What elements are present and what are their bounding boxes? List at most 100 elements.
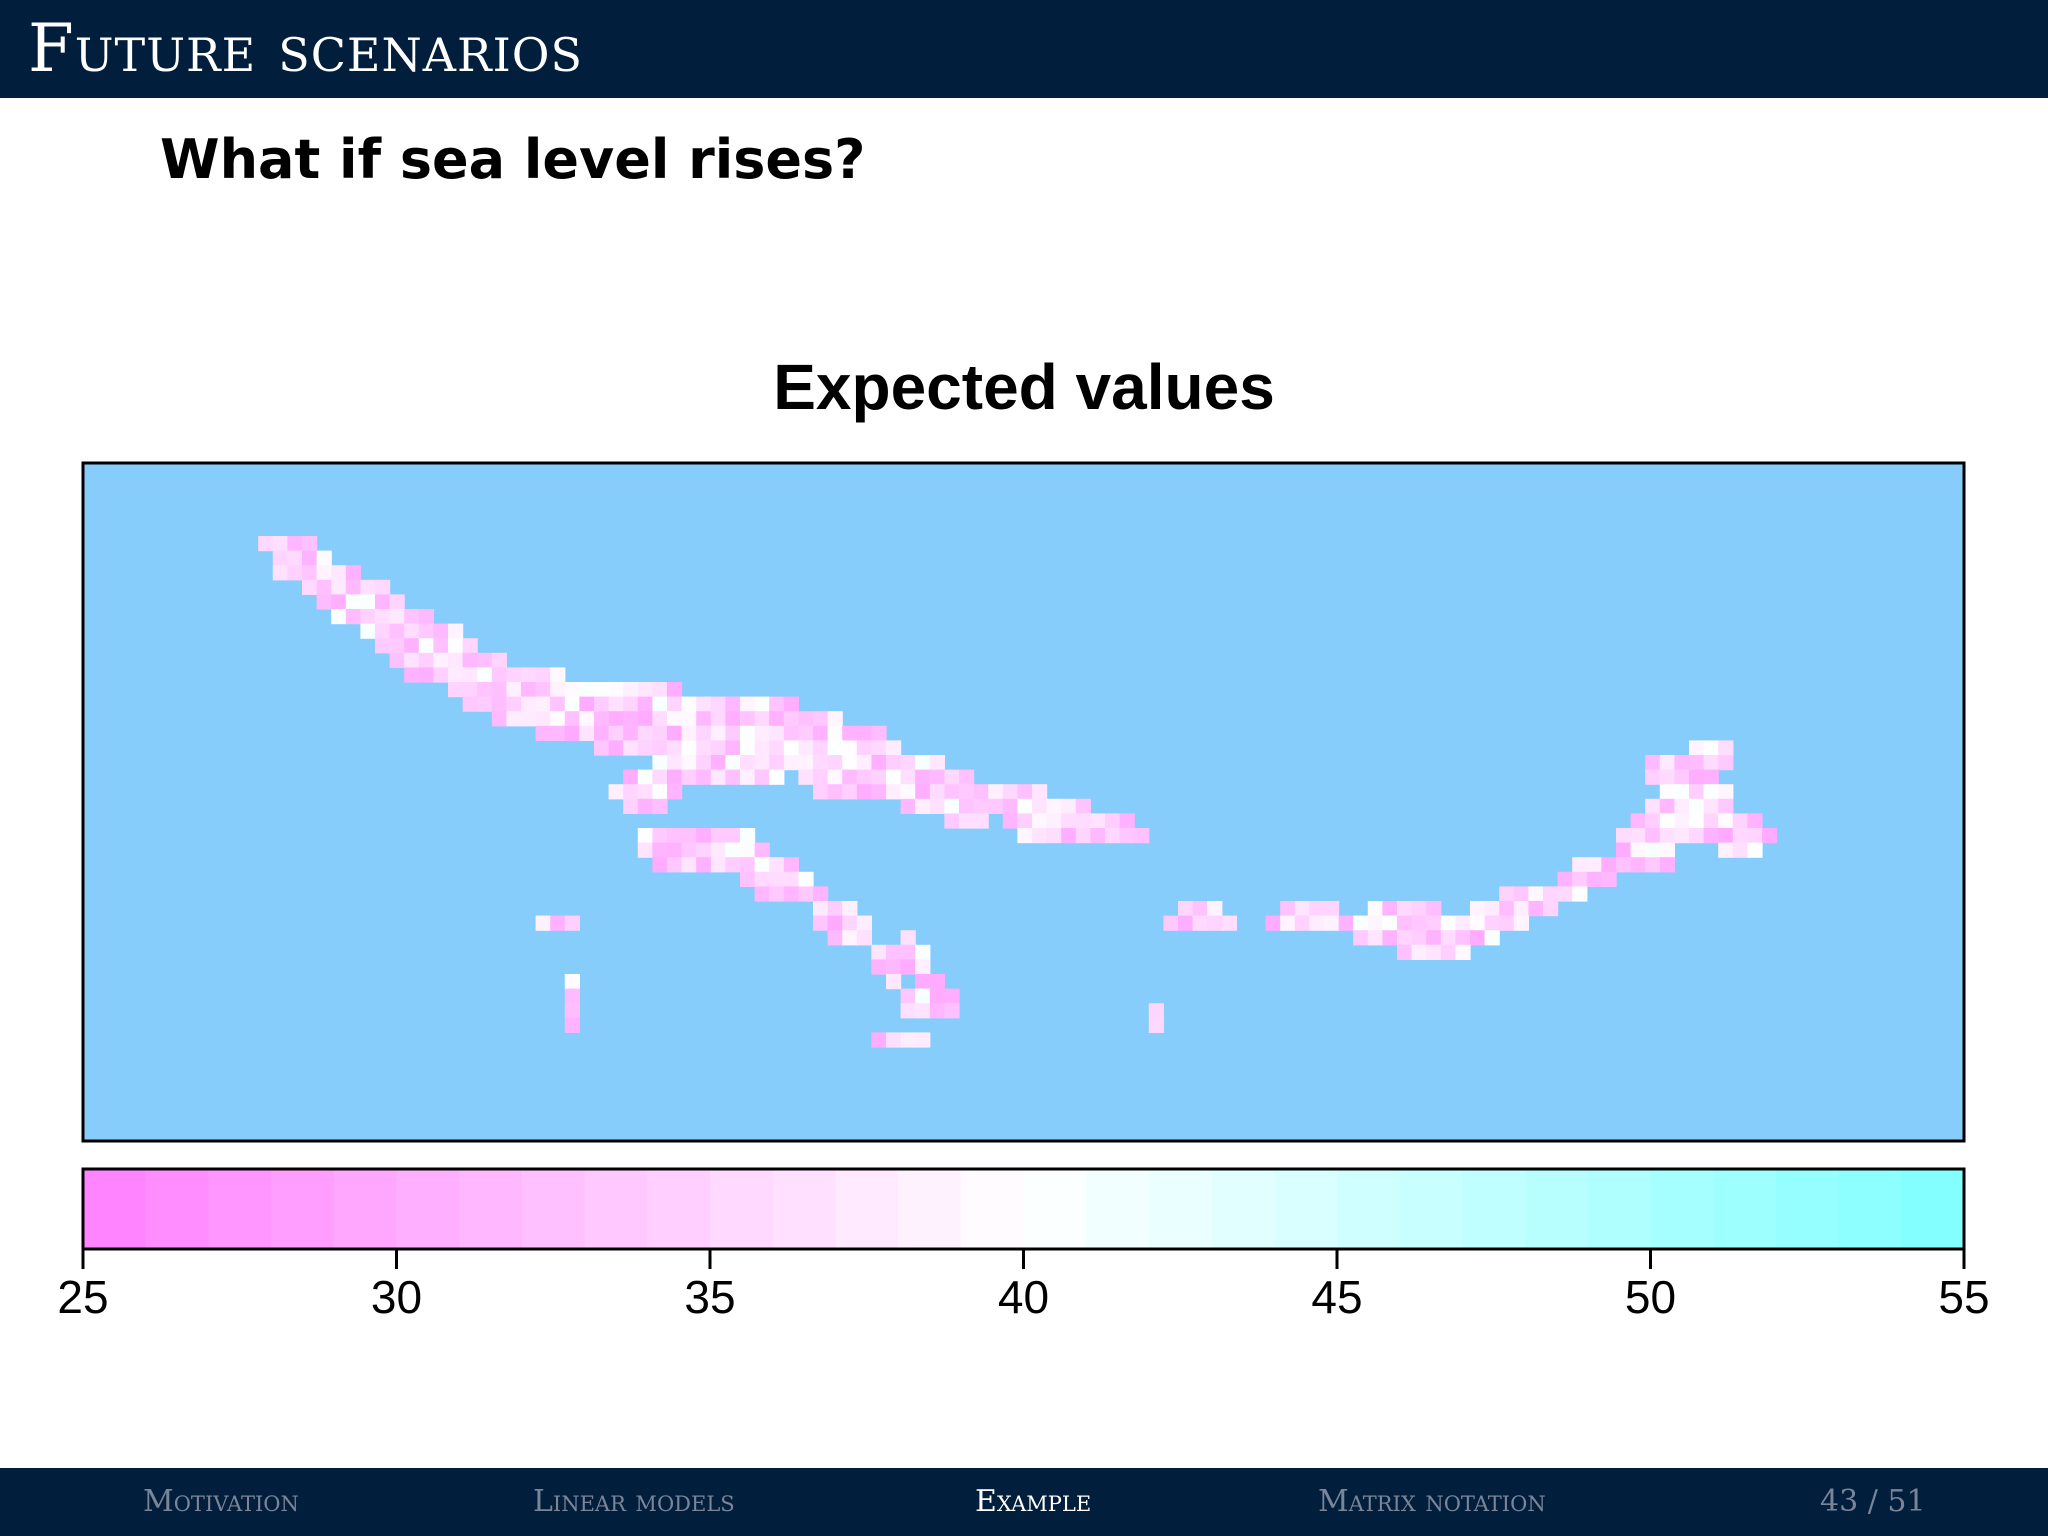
land-cell: [448, 667, 464, 683]
land-cell: [740, 725, 756, 741]
land-cell: [1703, 828, 1719, 844]
land-cell: [827, 711, 843, 727]
land-cell: [433, 638, 449, 654]
tick-label: 55: [1938, 1271, 1989, 1323]
colorbar-step: [1775, 1169, 1840, 1249]
land-cell: [754, 769, 770, 785]
land-cell: [564, 682, 580, 698]
land-cell: [754, 696, 770, 712]
land-cell: [564, 974, 580, 990]
colorbar-step: [1337, 1169, 1401, 1249]
nav-motivation[interactable]: Motivation: [143, 1484, 299, 1519]
land-cell: [360, 594, 376, 610]
land-cell: [1689, 755, 1705, 771]
land-cell: [783, 857, 799, 873]
land-cell: [900, 784, 916, 800]
land-cell: [988, 784, 1004, 800]
land-cell: [1659, 857, 1675, 873]
land-cell: [302, 536, 318, 552]
land-cell: [827, 725, 843, 741]
land-cell: [827, 755, 843, 771]
land-cell: [345, 579, 361, 595]
land-cell: [900, 944, 916, 960]
land-cell: [915, 959, 931, 975]
land-cell: [667, 857, 683, 873]
land-cell: [915, 1032, 931, 1048]
land-cell: [929, 784, 945, 800]
land-cell: [886, 944, 902, 960]
land-cell: [710, 696, 726, 712]
land-cell: [725, 857, 741, 873]
land-cell: [521, 711, 537, 727]
nav-matrix-notation[interactable]: Matrix notation: [1318, 1484, 1546, 1519]
nav-example[interactable]: Example: [975, 1484, 1092, 1519]
land-cell: [813, 725, 829, 741]
colorbar-step: [1211, 1169, 1276, 1249]
land-cell: [667, 769, 683, 785]
page-total: 51: [1887, 1484, 1926, 1519]
land-cell: [506, 667, 522, 683]
land-cell: [462, 682, 478, 698]
land-cell: [302, 579, 318, 595]
land-cell: [842, 784, 858, 800]
land-cell: [375, 638, 391, 654]
land-cell: [827, 784, 843, 800]
land-cell: [900, 959, 916, 975]
colorbar: [83, 1169, 1965, 1249]
land-cell: [1718, 784, 1734, 800]
land-cell: [477, 652, 493, 668]
land-cell: [360, 623, 376, 639]
land-cell: [1616, 842, 1632, 858]
land-cell: [404, 667, 420, 683]
land-cell: [710, 769, 726, 785]
land-cell: [1674, 828, 1690, 844]
land-cell: [769, 871, 785, 887]
land-cell: [418, 609, 434, 625]
land-cell: [886, 769, 902, 785]
land-cell: [798, 711, 814, 727]
land-cell: [959, 813, 975, 829]
land-cell: [725, 755, 741, 771]
land-cell: [1484, 930, 1500, 946]
land-cell: [550, 711, 566, 727]
land-cell: [1703, 798, 1719, 814]
land-cell: [1557, 886, 1573, 902]
land-cell: [681, 711, 697, 727]
land-cell: [1674, 784, 1690, 800]
nav-linear-models[interactable]: Linear models: [533, 1484, 735, 1519]
land-cell: [1440, 915, 1456, 931]
land-cell: [1513, 901, 1529, 917]
land-cell: [1470, 930, 1486, 946]
land-cell: [1324, 901, 1340, 917]
land-cell: [813, 711, 829, 727]
land-cell: [696, 725, 712, 741]
land-cell: [345, 565, 361, 581]
land-cell: [608, 711, 624, 727]
land-cell: [783, 711, 799, 727]
land-cell: [1017, 813, 1033, 829]
land-cell: [521, 667, 537, 683]
land-cell: [1426, 944, 1442, 960]
land-cell: [871, 959, 887, 975]
land-cell: [1645, 798, 1661, 814]
land-cell: [389, 638, 405, 654]
land-cell: [856, 784, 872, 800]
land-cell: [1455, 930, 1471, 946]
land-cell: [944, 769, 960, 785]
land-cell: [1426, 930, 1442, 946]
land-cell: [1367, 930, 1383, 946]
land-cell: [856, 915, 872, 931]
colorbar-step: [1525, 1169, 1589, 1249]
land-cell: [1192, 901, 1208, 917]
land-cell: [740, 871, 756, 887]
land-cell: [900, 1032, 916, 1048]
land-cell: [915, 1003, 931, 1019]
land-cell: [1440, 930, 1456, 946]
tick-label: 30: [371, 1271, 422, 1323]
land-cell: [754, 755, 770, 771]
colorbar-step: [83, 1169, 147, 1249]
colorbar-step: [333, 1169, 398, 1249]
land-cell: [667, 696, 683, 712]
land-cell: [1119, 828, 1135, 844]
land-cell: [1148, 1003, 1164, 1019]
